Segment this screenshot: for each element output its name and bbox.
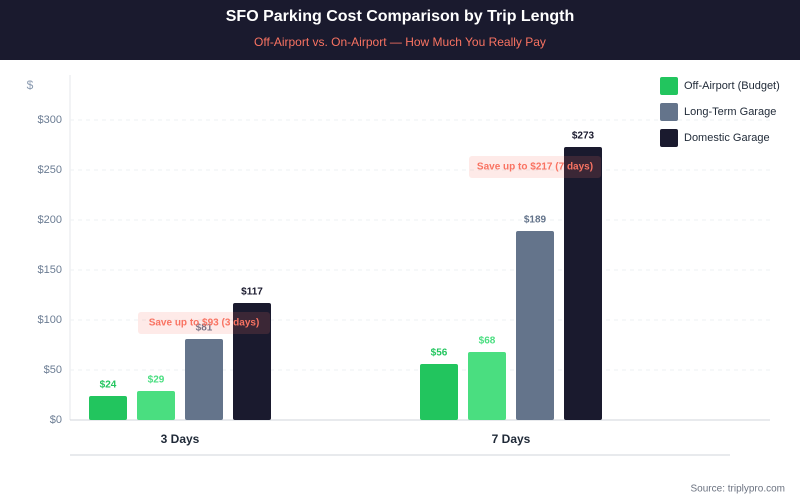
y-tick-label: $250 xyxy=(38,164,62,176)
legend-swatch xyxy=(660,103,678,121)
y-tick-label: $100 xyxy=(38,314,62,326)
bar xyxy=(89,396,127,420)
value-label: $273 xyxy=(572,131,595,142)
chart-title: SFO Parking Cost Comparison by Trip Leng… xyxy=(226,8,574,25)
legend-label: Long-Term Garage xyxy=(684,106,776,118)
chart-subtitle: Off-Airport vs. On-Airport — How Much Yo… xyxy=(254,35,546,49)
bar xyxy=(468,352,506,420)
value-label: $189 xyxy=(524,215,547,226)
bar xyxy=(564,147,602,420)
value-label: $117 xyxy=(241,287,263,298)
value-label: $24 xyxy=(100,380,117,391)
bar xyxy=(233,303,271,420)
y-tick-label: $200 xyxy=(38,214,62,226)
x-tick-label: 7 Days xyxy=(492,432,531,446)
bar xyxy=(420,364,458,420)
legend-label: Domestic Garage xyxy=(684,132,770,144)
y-axis-label: $ xyxy=(27,78,34,92)
source: Source: triplypro.com xyxy=(691,484,785,495)
legend-swatch xyxy=(660,129,678,147)
y-tick-label: $0 xyxy=(50,414,62,426)
bar xyxy=(137,391,175,420)
bar xyxy=(516,231,554,420)
annotation-box xyxy=(138,312,270,334)
legend-swatch xyxy=(660,77,678,95)
value-label: $56 xyxy=(431,348,448,359)
bar xyxy=(185,339,223,420)
x-tick-label: 3 Days xyxy=(161,432,200,446)
legend-label: Off-Airport (Budget) xyxy=(684,80,780,92)
header-band xyxy=(0,0,800,60)
value-label: $81 xyxy=(196,323,213,334)
annotation-box xyxy=(469,156,601,178)
annotation: Save up to $217 (7 days) xyxy=(477,162,593,173)
value-label: $68 xyxy=(479,336,496,347)
y-tick-label: $300 xyxy=(38,114,62,126)
value-label: $29 xyxy=(148,375,165,386)
annotation: Save up to $93 (3 days) xyxy=(149,318,260,329)
y-tick-label: $50 xyxy=(44,364,62,376)
y-tick-label: $150 xyxy=(38,264,62,276)
